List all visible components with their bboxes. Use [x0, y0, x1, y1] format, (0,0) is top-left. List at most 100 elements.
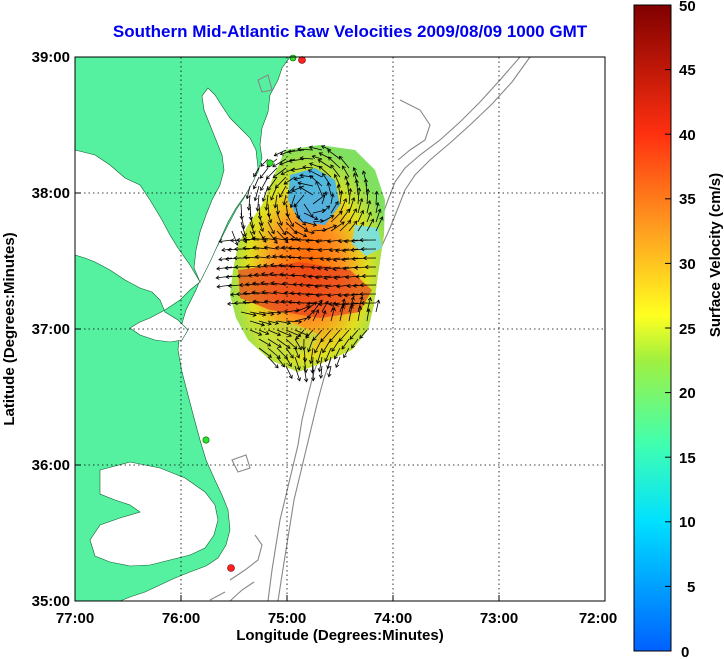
velocity-arrow: [342, 257, 359, 261]
velocity-arrow: [267, 338, 282, 348]
velocity-arrow-head: [298, 346, 302, 351]
velocity-arrow-head: [264, 206, 269, 211]
velocity-arrow-head: [263, 263, 268, 268]
velocity-arrow: [243, 247, 260, 250]
velocity-arrow-head: [279, 151, 284, 156]
velocity-arrow-head: [236, 237, 241, 243]
velocity-arrow: [303, 310, 315, 322]
velocity-arrow: [288, 149, 305, 153]
velocity-arrow: [290, 194, 296, 208]
velocity-arrow: [375, 209, 381, 223]
velocity-arrow-head: [298, 282, 303, 288]
velocity-arrow-head: [281, 245, 286, 250]
velocity-arrow-head: [227, 247, 232, 252]
velocity-arrow-head: [319, 256, 324, 261]
velocity-arrow: [246, 265, 260, 268]
velocity-arrow-head: [376, 299, 381, 304]
velocity-arrow-head: [308, 145, 313, 150]
velocity-arrow-head: [331, 347, 336, 352]
velocity-arrow-head: [361, 273, 366, 279]
velocity-arrow-head: [289, 203, 294, 209]
velocity-arrow-head: [259, 227, 264, 233]
colorbar-tick-label: 25: [679, 321, 696, 338]
velocity-arrow-head: [347, 220, 352, 225]
velocity-arrow-head: [311, 154, 316, 160]
velocity-arrow-head: [270, 230, 275, 235]
velocity-arrow: [276, 329, 292, 337]
velocity-arrow: [267, 212, 272, 223]
velocity-arrow: [294, 365, 301, 381]
velocity-arrow-head: [267, 186, 272, 191]
velocity-arrow-head: [344, 175, 349, 180]
velocity-arrow-head: [299, 156, 304, 161]
velocity-arrow: [357, 210, 364, 223]
radar-site-marker: [227, 564, 235, 572]
velocity-arrow: [267, 221, 275, 234]
velocity-arrow-head: [302, 165, 307, 170]
velocity-arrow-head: [216, 266, 221, 271]
velocity-arrow: [300, 157, 314, 160]
velocity-arrow: [310, 347, 314, 364]
velocity-arrow: [294, 347, 300, 359]
velocity-arrow-head: [296, 300, 301, 306]
velocity-arrow: [338, 293, 350, 296]
velocity-arrow-head: [304, 378, 309, 383]
velocity-arrow: [293, 194, 305, 208]
velocity-arrow-head: [269, 271, 274, 277]
velocity-arrow: [276, 212, 283, 226]
velocity-arrow-head: [263, 299, 268, 304]
velocity-arrow: [338, 239, 350, 242]
velocity-arrow: [267, 203, 270, 217]
velocity-arrow: [315, 180, 323, 196]
velocity-arrow-head: [315, 309, 320, 314]
colorbar-ticks: [665, 4, 671, 587]
velocity-arrow-head: [265, 331, 270, 335]
velocity-arrow-head: [344, 275, 350, 280]
velocity-arrow-head: [326, 293, 332, 298]
velocity-arrow-head: [365, 188, 370, 193]
velocity-arrow-head: [296, 215, 301, 220]
velocity-arrow-head: [297, 181, 302, 186]
velocity-arrow: [253, 176, 260, 189]
velocity-arrow: [219, 239, 233, 242]
velocity-arrow-head: [352, 172, 358, 177]
velocity-arrow-head: [296, 366, 301, 371]
velocity-arrow-head: [293, 345, 298, 350]
velocity-arrow: [258, 311, 274, 315]
velocity-arrow-head: [353, 208, 357, 213]
velocity-arrow: [258, 221, 264, 232]
velocity-arrow-head: [355, 274, 360, 279]
velocity-arrow-head: [273, 204, 278, 209]
velocity-arrow-head: [330, 215, 335, 219]
velocity-arrow-head: [375, 201, 380, 207]
velocity-arrow-head: [272, 236, 277, 241]
velocity-arrow: [321, 205, 330, 214]
velocity-arrow-head: [287, 299, 292, 305]
velocity-arrow-head: [348, 187, 353, 193]
velocity-arrow: [294, 212, 306, 226]
velocity-arrow: [312, 309, 319, 322]
velocity-arrow: [255, 256, 269, 259]
velocity-arrow: [291, 167, 305, 171]
velocity-arrow-head: [351, 256, 356, 262]
velocity-arrow: [285, 329, 301, 337]
velocity-arrow-head: [225, 274, 230, 280]
velocity-arrow: [328, 156, 341, 169]
velocity-arrow-head: [256, 264, 262, 269]
velocity-arrow-head: [353, 265, 358, 270]
velocity-arrow: [334, 347, 341, 360]
tick-marks: [74, 56, 606, 602]
velocity-arrow-head: [293, 176, 298, 181]
velocity-arrow: [246, 185, 251, 199]
velocity-arrow: [339, 298, 345, 313]
velocity-arrow-head: [251, 230, 256, 235]
velocity-arrow: [240, 212, 245, 229]
velocity-arrow: [245, 283, 260, 286]
velocity-arrow: [267, 311, 281, 314]
velocity-arrow: [357, 188, 360, 205]
velocity-arrow: [254, 185, 260, 201]
velocity-arrow-head: [314, 275, 319, 280]
velocity-arrow-head: [327, 156, 332, 161]
velocity-arrow: [327, 239, 341, 243]
velocity-arrow: [330, 211, 343, 223]
